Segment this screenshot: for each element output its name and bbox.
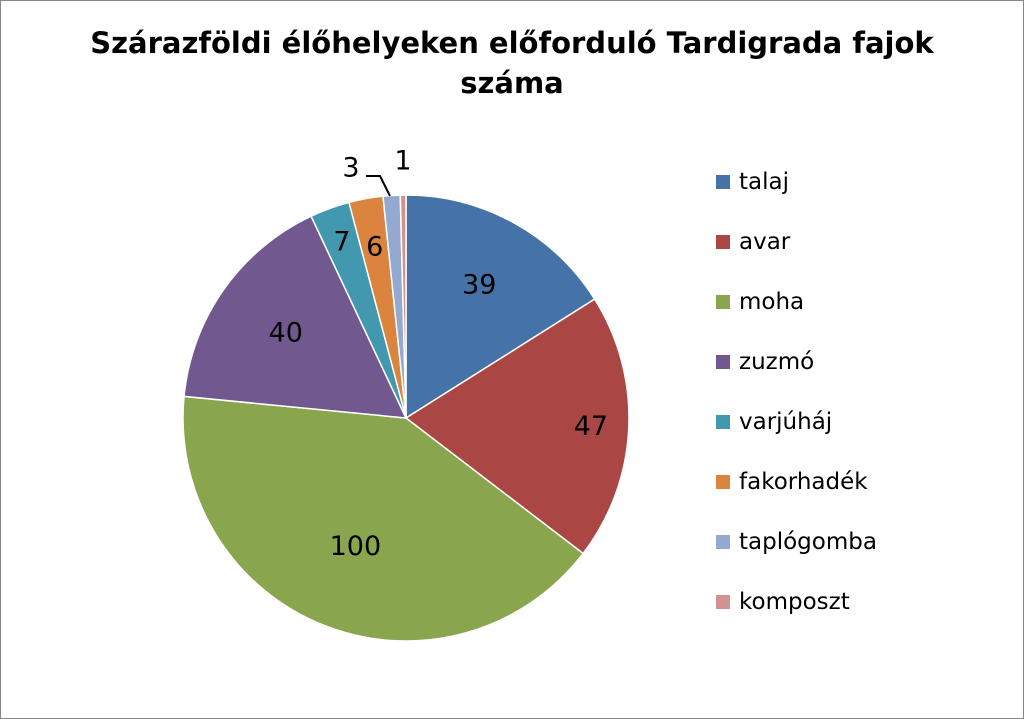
- data-label-varjúháj: 7: [333, 226, 350, 257]
- legend-label: varjúháj: [739, 409, 833, 435]
- data-label-talaj: 39: [462, 270, 496, 301]
- leader-lines: [366, 175, 391, 197]
- pie-slice-komposzt: [399, 194, 407, 419]
- legend-item-varjúháj: varjúháj: [716, 407, 832, 437]
- legend-label: fakorhadék: [739, 469, 868, 495]
- data-label-fakorhadék: 6: [366, 231, 383, 262]
- legend-item-zuzmó: zuzmó: [716, 347, 814, 377]
- legend-item-talaj: talaj: [716, 167, 789, 197]
- pie-slice-talaj: [405, 194, 596, 420]
- legend-item-avar: avar: [716, 227, 790, 257]
- pie-slices: [182, 194, 630, 642]
- pie-slice-moha: [182, 395, 585, 642]
- chart-title: Szárazföldi élőhelyeken előforduló Tardi…: [1, 23, 1023, 103]
- chart-title-line-2: száma: [460, 66, 564, 100]
- pie-slice-avar: [404, 298, 630, 555]
- legend-label: taplógomba: [739, 529, 877, 555]
- legend-swatch: [716, 475, 730, 489]
- legend-swatch: [716, 535, 730, 549]
- legend-label: zuzmó: [739, 349, 815, 375]
- chart-title-line-1: Szárazföldi élőhelyeken előforduló Tardi…: [90, 26, 934, 60]
- data-label-taplógomba: 3: [342, 153, 359, 184]
- legend-swatch: [716, 295, 730, 309]
- legend-swatch: [716, 415, 730, 429]
- legend-swatch: [716, 595, 730, 609]
- data-label-moha: 100: [330, 531, 382, 562]
- pie-slice-zuzmó: [183, 215, 408, 419]
- legend-item-fakorhadék: fakorhadék: [716, 467, 868, 497]
- data-label-avar: 47: [574, 411, 608, 442]
- leader-line-taplógomba: [366, 175, 391, 197]
- data-labels: 39 47 100 40 7 6 3 1: [269, 146, 609, 563]
- data-label-komposzt: 1: [394, 146, 411, 177]
- legend-item-taplógomba: taplógomba: [716, 527, 877, 557]
- legend-swatch: [716, 355, 730, 369]
- data-label-zuzmó: 40: [269, 318, 303, 349]
- legend-label: moha: [739, 289, 805, 315]
- legend-item-komposzt: komposzt: [716, 587, 850, 617]
- legend-label: avar: [739, 229, 791, 255]
- legend-label: komposzt: [739, 589, 850, 615]
- legend-swatch: [716, 235, 730, 249]
- legend-item-moha: moha: [716, 287, 804, 317]
- legend-label: talaj: [739, 169, 789, 195]
- legend-swatch: [716, 175, 730, 189]
